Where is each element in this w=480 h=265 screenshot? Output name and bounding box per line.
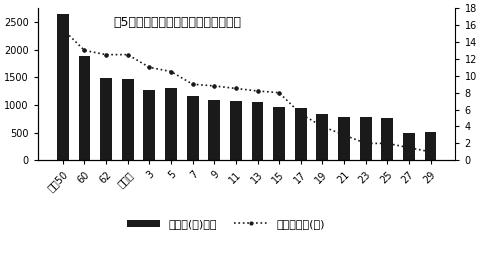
Bar	[121, 79, 133, 160]
Bar	[208, 100, 220, 160]
Bar	[186, 96, 198, 160]
Bar	[165, 88, 177, 160]
Bar	[381, 118, 392, 160]
Bar	[251, 102, 263, 160]
Bar	[143, 90, 155, 160]
Bar	[316, 114, 328, 160]
Bar	[78, 56, 90, 160]
Legend: 出生児(市)総数, 産科施設数(市): 出生児(市)総数, 産科施設数(市)	[122, 215, 329, 234]
Bar	[337, 117, 349, 160]
Bar	[359, 117, 371, 160]
Bar	[273, 107, 285, 160]
Bar	[402, 132, 414, 160]
Bar	[424, 131, 435, 160]
Text: 囵5　出生児総数と産科施設数の推移: 囵5 出生児総数と産科施設数の推移	[113, 16, 240, 29]
Bar	[294, 108, 306, 160]
Bar	[229, 100, 241, 160]
Bar	[100, 78, 112, 160]
Bar	[57, 14, 69, 160]
